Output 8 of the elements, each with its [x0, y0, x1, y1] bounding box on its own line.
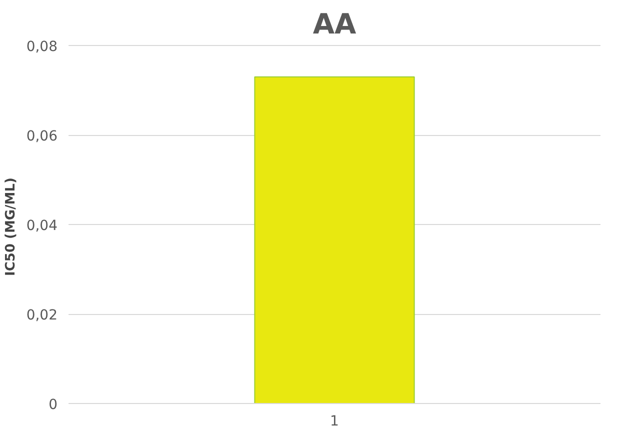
y-tick-label: 0,08	[26, 39, 58, 55]
chart-title: AA	[312, 8, 356, 40]
y-tick-label: 0,04	[26, 218, 58, 234]
y-axis-title: IC50 (MG/ML)	[3, 178, 18, 276]
y-tick-label: 0	[48, 397, 58, 413]
y-tick-label: 0,06	[26, 128, 58, 144]
y-tick-label: 0,02	[26, 308, 58, 324]
x-tick-label: 1	[330, 414, 339, 430]
